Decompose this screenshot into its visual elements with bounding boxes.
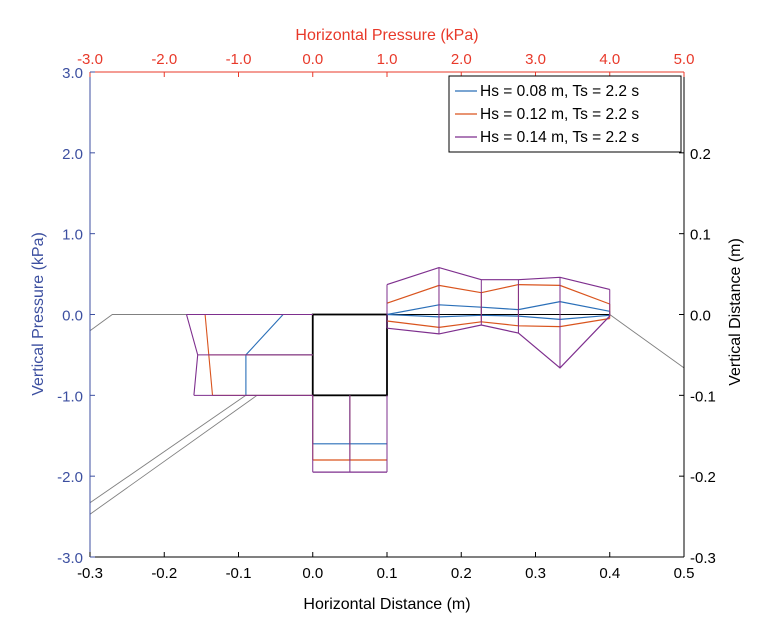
legend-box — [448, 75, 682, 153]
ticks-layer: -0.3 -0.2 -0.1 0.0 0.1 0.2 0.3 0.4 0.5 -3.0 -2.0 -1… — [57, 51, 716, 582]
left-tick-label: -2.0 — [57, 469, 83, 486]
top-tick-label: 5.0 — [674, 51, 695, 68]
x-tick-label: 0.1 — [377, 565, 398, 582]
top-tick-label: 2.0 — [451, 51, 472, 68]
top-tick-label: 1.0 — [377, 51, 398, 68]
left-tick-label: 1.0 — [62, 227, 83, 244]
left-tick-label: 2.0 — [62, 146, 83, 163]
series-2 — [185, 266, 611, 473]
left-tick-label: -3.0 — [57, 550, 83, 567]
top-tick-label: -3.0 — [77, 51, 103, 68]
top-tick-label: 3.0 — [525, 51, 546, 68]
bottom-axis-title: Horizontal Distance (m) — [303, 596, 470, 613]
right-upper-envelope — [386, 300, 610, 316]
x-tick-label: -0.2 — [151, 565, 177, 582]
legend: Hs = 0.08 m, Ts = 2.2 s Hs = 0.12 m, Ts … — [448, 75, 682, 153]
right-tick-label: -0.3 — [690, 550, 716, 567]
right-lower-envelope — [386, 313, 610, 321]
x-tick-label: 0.5 — [674, 565, 695, 582]
right-axis-title: Vertical Distance (m) — [727, 238, 744, 386]
right-upper-envelope — [386, 266, 610, 290]
toe-slope-upper — [89, 394, 247, 504]
x-tick-label: -0.3 — [77, 565, 103, 582]
toe-slope-lower — [89, 394, 258, 515]
legend-label: Hs = 0.14 m, Ts = 2.2 s — [480, 129, 639, 146]
top-tick-label: -2.0 — [151, 51, 177, 68]
left-tick-label: 3.0 — [62, 65, 83, 82]
top-axis-title: Horizontal Pressure (kPa) — [295, 27, 478, 44]
series-layer — [185, 266, 611, 473]
right-upper-envelope — [386, 283, 610, 305]
right-tick-label: -0.1 — [690, 388, 716, 405]
top-tick-label: 0.0 — [302, 51, 323, 68]
legend-label: Hs = 0.08 m, Ts = 2.2 s — [480, 83, 639, 100]
right-lower-envelope — [386, 317, 610, 329]
right-lower-envelope — [386, 315, 611, 369]
right-tick-label: 0.2 — [690, 146, 711, 163]
x-tick-label: 0.3 — [525, 565, 546, 582]
x-tick-label: 0.2 — [451, 565, 472, 582]
left-tick-label: 0.0 — [62, 308, 83, 325]
right-tick-label: 0.1 — [690, 227, 711, 244]
right-tick-label: 0.0 — [690, 308, 711, 325]
legend-label: Hs = 0.12 m, Ts = 2.2 s — [480, 106, 639, 123]
top-tick-label: 4.0 — [599, 51, 620, 68]
x-tick-label: 0.0 — [302, 565, 323, 582]
x-tick-label: -0.1 — [226, 565, 252, 582]
x-tick-label: 0.4 — [599, 565, 620, 582]
left-axis-title: Vertical Pressure (kPa) — [30, 232, 47, 396]
left-tick-label: -1.0 — [57, 388, 83, 405]
right-tick-label: -0.2 — [690, 469, 716, 486]
top-tick-label: -1.0 — [226, 51, 252, 68]
